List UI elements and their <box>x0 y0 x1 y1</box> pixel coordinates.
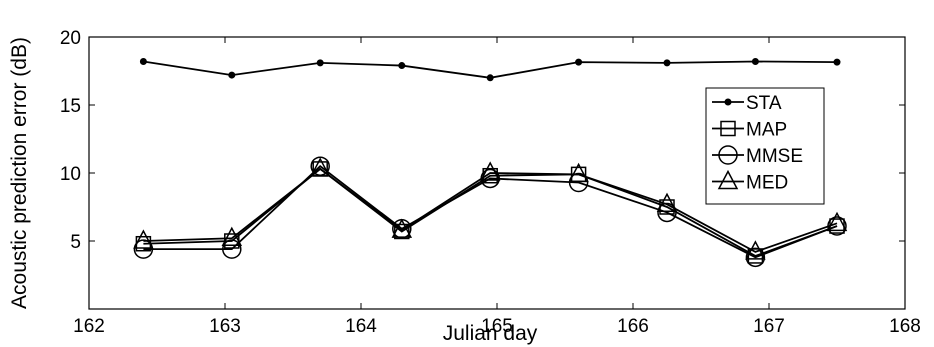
legend-marker-sta <box>724 98 732 106</box>
data-point-med <box>221 226 243 247</box>
data-point-sta <box>139 57 147 65</box>
y-tick-label: 10 <box>60 164 81 185</box>
legend-item-med: MED <box>712 169 788 194</box>
data-point-med <box>745 240 766 260</box>
data-point-med <box>568 162 589 183</box>
legend-marker-mmse <box>718 145 738 165</box>
data-point-med <box>479 161 501 181</box>
series-line-med <box>143 167 838 253</box>
x-tick-label: 165 <box>481 316 513 337</box>
y-tick-label: 5 <box>70 232 81 253</box>
series-line-mmse <box>143 165 838 259</box>
data-point-sta <box>833 58 841 66</box>
x-tick-label: 162 <box>73 316 105 337</box>
data-point-med <box>309 157 331 177</box>
y-axis-label: Acoustic prediction error (dB) <box>8 37 31 309</box>
legend-marker-med <box>717 169 739 190</box>
x-tick-label: 168 <box>889 316 921 337</box>
series-sta <box>139 57 841 82</box>
legend-item-sta: STA <box>712 93 782 114</box>
data-point-sta <box>228 71 236 79</box>
series-line-map <box>143 167 838 257</box>
legend-label: STA <box>746 93 782 114</box>
x-tick-label: 166 <box>617 316 649 337</box>
data-point-sta <box>486 74 494 82</box>
data-point-med <box>656 192 678 213</box>
data-point-sta <box>751 57 759 65</box>
data-point-med <box>826 211 848 232</box>
series-med <box>133 157 848 260</box>
data-point-med <box>391 218 413 238</box>
y-tick-label: 20 <box>60 28 81 49</box>
x-tick-label: 167 <box>753 316 785 337</box>
y-tick-label: 15 <box>60 96 81 117</box>
data-point-med <box>133 229 154 249</box>
x-axis-label: Julian day <box>443 322 538 345</box>
x-tick-label: 164 <box>345 316 377 337</box>
x-axis-ticks: 162 163 164 165 166 167 168 <box>73 37 921 337</box>
legend-label: MMSE <box>746 146 803 167</box>
series-layer <box>133 57 848 268</box>
legend-label: MED <box>746 173 788 194</box>
legend-label: MAP <box>746 120 787 141</box>
data-point-sta <box>398 62 406 70</box>
y-axis-ticks: 5 10 15 20 <box>60 28 905 253</box>
data-point-sta <box>316 59 324 67</box>
legend: STA MAP MMSE MED <box>705 87 825 205</box>
data-point-sta <box>575 58 583 66</box>
x-tick-label: 163 <box>209 316 241 337</box>
data-point-mmse <box>222 239 242 259</box>
legend-item-map: MAP <box>712 120 787 141</box>
legend-item-mmse: MMSE <box>712 145 803 167</box>
legend-marker-map <box>720 120 736 137</box>
data-point-sta <box>663 59 671 67</box>
